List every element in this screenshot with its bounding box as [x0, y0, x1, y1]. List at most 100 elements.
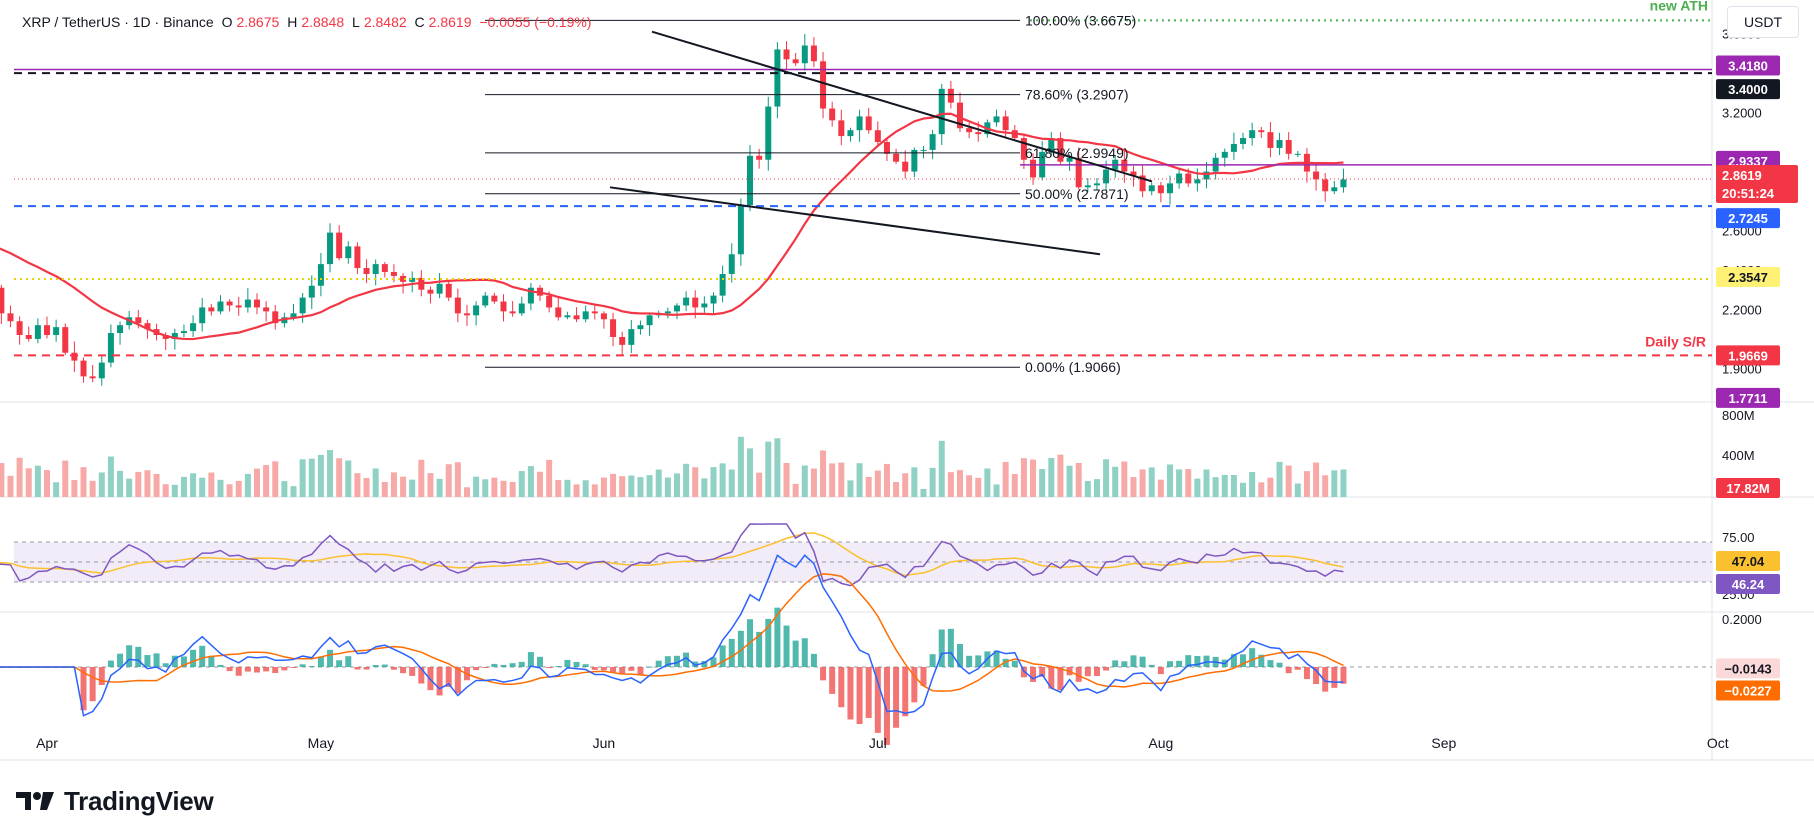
candle-body: [874, 130, 881, 143]
volume-bar: [1011, 473, 1018, 497]
macd-tag-bg: [1716, 658, 1780, 679]
volume-bar: [7, 475, 14, 497]
volume-bar: [235, 480, 242, 497]
signal-tag: −0.0227: [1724, 683, 1771, 698]
candle-body: [1240, 138, 1247, 144]
volume-bar: [902, 473, 909, 497]
volume-bar: [98, 472, 105, 497]
volume-bar: [162, 484, 169, 497]
volume-bar: [1340, 469, 1347, 497]
volume-bar: [1258, 482, 1265, 497]
macd-histogram-bar: [1121, 661, 1128, 667]
volume-bar: [89, 480, 96, 497]
candle-body: [920, 149, 927, 151]
volume-bar: [728, 469, 735, 497]
candle-body: [610, 319, 617, 337]
volume-bar: [874, 470, 881, 497]
volume-value-tag: 17.82M: [1726, 481, 1769, 496]
macd-histogram-bar: [1002, 658, 1009, 667]
candle-body: [62, 327, 69, 353]
candle-body: [34, 325, 41, 339]
macd-tag: −0.0143: [1724, 661, 1771, 676]
macd-histogram-bar: [80, 667, 87, 711]
macd-histogram-bar: [683, 652, 690, 667]
volume-bar: [327, 450, 334, 497]
candle-body: [564, 315, 571, 318]
volume-bar: [1303, 471, 1310, 497]
tag-3.4000: 3.4000: [1728, 82, 1768, 97]
macd-histogram-bar: [153, 653, 160, 667]
candles: [0, 33, 1347, 386]
candle-body: [135, 317, 142, 324]
macd-histogram-bar: [966, 655, 973, 667]
macd-histogram-bar: [710, 657, 717, 667]
candle-body: [893, 153, 900, 162]
candle-body: [409, 277, 416, 282]
macd-histogram-bar: [1030, 667, 1037, 682]
volume-bar: [591, 484, 598, 497]
volume-bar: [1112, 466, 1119, 497]
volume-bar: [628, 475, 635, 497]
volume-bar: [263, 465, 270, 497]
volume-bar: [582, 480, 589, 497]
volume-bar: [1048, 457, 1055, 497]
currency-button[interactable]: USDT: [1727, 6, 1799, 38]
volume-bar: [883, 463, 890, 497]
macd-histogram-bar: [336, 660, 343, 667]
volume-bar: [1030, 459, 1037, 497]
macd-histogram-bar: [728, 638, 735, 667]
volume-bar: [144, 470, 151, 497]
candle-body: [244, 299, 251, 308]
volume-bar: [1230, 475, 1237, 497]
volume-bar: [692, 467, 699, 497]
macd-histogram-bar: [1093, 667, 1100, 676]
macd-histogram-bar: [1258, 654, 1265, 667]
symbol-title[interactable]: XRP / TetherUS · 1D · Binance: [22, 14, 214, 30]
volume-bar: [44, 470, 50, 497]
candle-body: [847, 130, 854, 137]
macd-histogram-bar: [263, 667, 270, 672]
candle-body: [253, 299, 260, 308]
volume-bar: [1294, 483, 1301, 497]
macd-histogram-bar: [619, 667, 626, 674]
candle-body: [390, 271, 397, 276]
volume-bar: [810, 468, 817, 497]
fib-label: 0.00% (1.9066): [1025, 359, 1121, 375]
volume-bar: [117, 470, 124, 497]
macd-histogram-bar: [1240, 654, 1247, 667]
macd-histogram-bar: [317, 656, 324, 667]
volume-bar: [1093, 479, 1100, 497]
volume-bar: [1176, 469, 1183, 497]
candle-body: [1285, 140, 1292, 154]
candle-body: [1002, 116, 1009, 131]
volume-bar: [829, 463, 836, 497]
time-axis-label: Oct: [1707, 735, 1729, 751]
fib-label: 50.00% (2.7871): [1025, 186, 1129, 202]
macd-histogram-bar: [454, 667, 461, 694]
volume-bar: [1057, 454, 1064, 497]
candle-body: [463, 313, 470, 316]
macd-histogram-bar: [792, 640, 799, 667]
volume-bar: [546, 459, 553, 497]
countdown-timer: 20:51:24: [1722, 186, 1775, 201]
candle-body: [664, 311, 671, 314]
macd-line: [0, 554, 1344, 717]
volume-bar: [929, 467, 936, 497]
volume-bar: [555, 480, 562, 497]
volume-bar: [317, 454, 324, 497]
candle-body: [473, 305, 480, 316]
candle-body: [774, 49, 781, 107]
volume-bar: [1249, 471, 1256, 497]
macd-histogram-bar: [272, 667, 279, 673]
macd-tick-label: 0.2000: [1722, 612, 1762, 627]
candle-body: [820, 61, 827, 109]
macd-histogram-bar: [664, 656, 671, 667]
volume-bar: [107, 456, 114, 497]
macd-histogram-bar: [390, 667, 397, 670]
volume-bar: [226, 484, 233, 497]
rsi-tag-bg: [1716, 574, 1780, 594]
trading-chart[interactable]: 100.00% (3.6675) 78.60% (3.2907) 61.80% (2…: [0, 0, 1814, 780]
chart-canvas[interactable]: 100.00% (3.6675) 78.60% (3.2907) 61.80% (2…: [0, 0, 1814, 780]
volume-bar: [911, 467, 918, 497]
candle-body: [454, 297, 461, 314]
